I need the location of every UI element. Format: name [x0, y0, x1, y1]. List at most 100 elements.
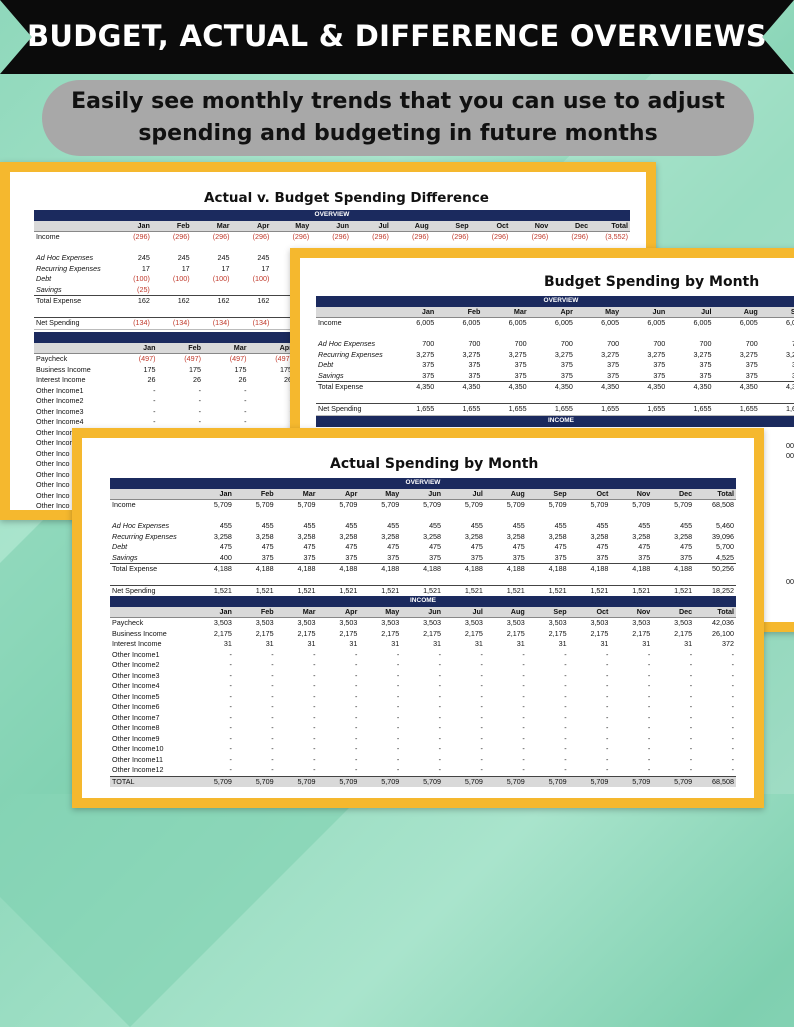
header-spacer — [34, 220, 112, 232]
month-header: May — [574, 306, 622, 318]
row-value: - — [564, 723, 567, 732]
row-value: 375 — [653, 370, 666, 380]
month-header: Apr — [317, 488, 360, 500]
section-header-label: OVERVIEW — [34, 210, 630, 221]
row-value: (100) — [133, 274, 150, 283]
row-value: - — [606, 733, 609, 743]
row-value: 245 — [137, 253, 150, 262]
table-row: Other Inco — [34, 449, 294, 460]
row-value: 375 — [745, 360, 758, 369]
table-row: Income (296) (296) (296) (296) (296) (296) (296… — [34, 232, 630, 243]
row-value: 4,350 — [528, 381, 575, 393]
row-label: Net Spending — [316, 403, 390, 416]
row-value: 455 — [638, 521, 651, 530]
row-value: 375 — [514, 360, 527, 369]
section-header-label — [34, 332, 294, 343]
header-spacer — [110, 488, 192, 500]
row-value: (296) — [133, 232, 150, 241]
row-label: Other Inco — [36, 469, 70, 479]
row-value: 5,709 — [192, 775, 234, 787]
row-value: 3,503 — [590, 618, 609, 627]
row-value: 375 — [560, 370, 573, 380]
row-value: 1,655 — [759, 403, 794, 416]
row-value: 400 — [219, 552, 232, 562]
row-value: 375 — [596, 552, 609, 562]
row-value: 3,275 — [739, 349, 758, 359]
partial-value: 005 — [786, 577, 794, 586]
row-value: - — [689, 744, 693, 753]
row-value: (100) — [252, 274, 270, 283]
row-value: - — [271, 765, 274, 774]
row-value: 4,350 — [713, 381, 760, 393]
row-value: - — [438, 733, 442, 743]
row-value: 5,460 — [716, 521, 734, 530]
month-header: Aug — [484, 488, 527, 500]
spacer — [316, 393, 794, 404]
row-value — [192, 285, 232, 296]
row-value: 2,175 — [464, 628, 483, 638]
row-value: 4,188 — [192, 563, 234, 575]
row-value: - — [396, 649, 400, 659]
row-value: 175 — [280, 364, 292, 374]
row-value: 475 — [470, 542, 483, 551]
row-value: 245 — [177, 253, 190, 262]
row-value: 700 — [422, 339, 435, 348]
row-value: 3,503 — [506, 618, 525, 627]
row-value: 455 — [554, 521, 567, 530]
row-value: - — [564, 754, 567, 764]
partial-value: 000 — [786, 451, 794, 460]
row-value: 6,005 — [693, 318, 712, 327]
month-header: Sep — [759, 306, 794, 318]
row-value: - — [354, 670, 358, 680]
row-value: - — [731, 649, 734, 659]
row-value: - — [354, 765, 358, 774]
row-label: Other Income6 — [36, 438, 84, 447]
month-header: Feb — [436, 306, 483, 318]
row-value: - — [564, 765, 567, 774]
month-header: Jul — [351, 220, 391, 232]
row-value: - — [153, 417, 156, 426]
row-label: Recurring Expenses — [318, 349, 383, 359]
row-value: - — [271, 702, 274, 711]
row-value: 700 — [745, 339, 758, 348]
table-row: Debt375375375375375375375375375 — [316, 360, 794, 371]
row-value: - — [689, 765, 693, 774]
row-value: 375 — [760, 360, 794, 371]
section-header — [34, 332, 294, 343]
table-row: Other Income11 - - - - - - - - - - - - - — [110, 755, 736, 766]
row-value: 2,175 — [590, 628, 609, 638]
row-value: 5,709 — [443, 775, 485, 787]
row-value: 3,275 — [554, 349, 573, 359]
table-row: Other Inco — [34, 491, 294, 502]
row-value: - — [244, 417, 247, 426]
partial-value: p — [770, 430, 794, 441]
row-value: - — [396, 744, 400, 753]
row-value: 3,258 — [213, 531, 232, 541]
table-row: TOTAL 5,709 5,709 5,709 5,709 5,709 5,709 5,709… — [110, 775, 736, 787]
table-row: Total Expense 4,188 4,188 4,188 4,188 4,188 4,… — [110, 563, 736, 575]
row-value: (100) — [212, 274, 230, 283]
row-label: Total Expense — [110, 563, 192, 575]
month-header: Jun — [311, 220, 352, 232]
month-header: Jul — [443, 606, 485, 618]
row-value: 68,508 — [712, 500, 734, 509]
row-value: 455 — [387, 521, 400, 530]
row-value: - — [522, 681, 525, 690]
row-value: - — [689, 691, 693, 701]
row-value: 26 — [193, 375, 201, 384]
month-header-row: Jan Feb Mar Apr May Jun Jul Aug Sep Oct Nov Dec Tota… — [110, 606, 736, 618]
row-value: - — [647, 723, 651, 732]
row-value: - — [354, 754, 358, 764]
month-header: Nov — [510, 220, 551, 232]
row-value: 245 — [257, 253, 270, 262]
row-label: Other Income10 — [112, 744, 164, 753]
row-value: 5,709 — [652, 775, 695, 787]
row-value: - — [313, 733, 316, 743]
row-value: - — [249, 407, 295, 418]
row-value: - — [313, 691, 316, 701]
row-value: 375 — [468, 370, 481, 380]
header-spacer — [316, 306, 390, 318]
row-value: 4,188 — [401, 563, 444, 575]
row-value: 5,709 — [317, 775, 360, 787]
row-value: 4,188 — [568, 563, 611, 575]
